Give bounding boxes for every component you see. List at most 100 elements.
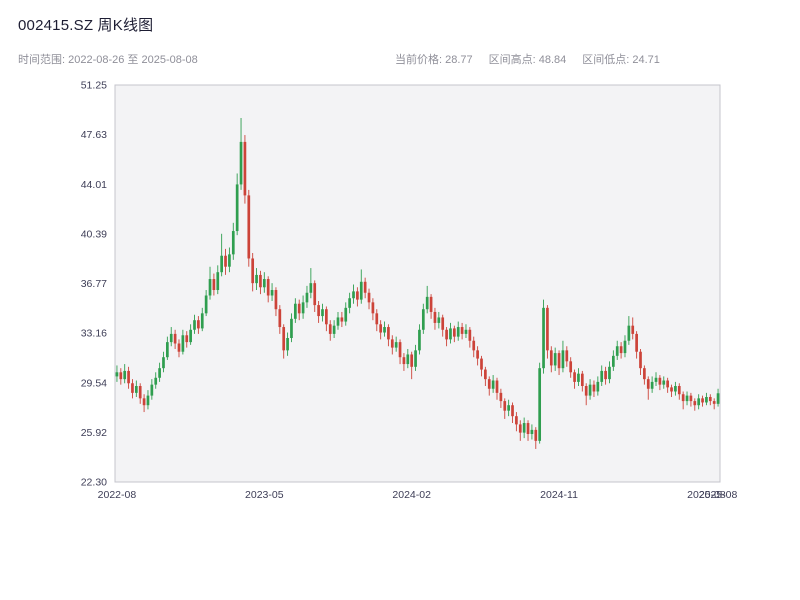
candle-body [328,324,332,334]
candle-body [204,295,208,314]
candle-body [573,372,576,382]
candle-body [635,333,638,352]
candle-body [421,309,425,330]
candle-body [243,141,247,196]
x-axis-tick-label: 2022-08 [98,489,137,501]
candle-body [398,342,402,358]
y-axis-tick-label: 33.16 [81,328,107,340]
candle-body [177,343,181,352]
candle-body [441,317,445,330]
candle-body [255,274,258,284]
candle-body [449,328,452,340]
candle-body [181,335,185,352]
candle-body [270,290,274,296]
candle-body [425,296,429,310]
candle-body [584,386,588,396]
candle-body [356,291,359,300]
candle-body [658,377,662,385]
candle-body [138,386,142,399]
candle-body [352,291,355,299]
candle-body [414,350,417,367]
candle-body [681,394,685,402]
range-high-label: 区间高点: 48.84 [488,54,567,66]
candle-body [344,307,348,322]
candle-body [309,283,313,293]
candle-body [580,373,584,387]
candle-body [445,329,448,340]
candle-body [631,325,635,334]
candle-body [499,392,503,402]
candle-body [336,317,340,326]
candle-body [266,279,270,296]
candle-body [674,386,677,392]
candle-body [262,279,266,288]
candle-body [484,369,487,380]
candle-body [185,335,189,343]
candle-body [379,324,383,333]
x-axis-tick-label: 2025-08 [687,489,726,501]
candle-body [677,386,681,395]
price-stats: 当前价格: 28.77 区间高点: 48.84 区间低点: 24.71 [395,51,660,67]
candle-body [348,298,351,308]
candle-body [115,372,119,377]
candle-body [553,353,557,366]
candle-body [247,195,251,259]
candle-body [228,254,231,267]
candle-body [565,350,569,362]
y-axis-tick-label: 51.25 [81,80,107,92]
candle-body [487,379,491,389]
candle-body [472,340,476,351]
candle-body [639,351,642,369]
candle-body [705,396,708,403]
plot-area [114,84,721,483]
candle-body [127,370,130,384]
candle-body [693,401,697,406]
candle-body [332,325,336,334]
candle-body [259,274,262,288]
candle-body [134,386,138,393]
candle-body [627,325,631,341]
candle-body [712,401,716,404]
candle-body [511,405,514,417]
candle-body [305,292,309,303]
x-axis-tick-label: 2023-05 [245,489,284,501]
candle-body [708,396,712,402]
candle-body [697,398,701,406]
candle-body [173,333,177,344]
candle-body [596,381,600,392]
candle-body [166,342,169,358]
candle-body [158,368,161,378]
candle-body [220,255,224,273]
candle-body [189,329,192,343]
y-axis-tick-label: 44.01 [81,179,107,191]
candle-body [286,338,289,351]
candle-body [495,380,499,393]
candle-body [549,350,553,366]
candle-body [274,290,278,310]
candle-body [476,350,479,359]
candle-body [131,383,134,393]
candle-body [600,370,604,382]
candle-body [619,346,623,354]
candle-body [608,366,611,380]
candle-body [402,357,406,365]
candle-body [701,398,704,403]
candle-body [468,329,472,341]
candle-body [390,339,394,348]
candle-body [119,372,123,380]
candle-body [340,317,344,322]
candle-body [437,317,441,323]
candle-body [359,281,363,300]
candle-body [588,384,592,396]
candle-body [418,329,421,351]
chart-title: 002415.SZ 周K线图 [18,17,154,34]
candle-body [507,405,510,411]
candle-body [197,320,200,329]
candle-body [662,380,666,385]
candle-body [433,311,437,323]
candle-body [518,424,522,433]
y-axis-tick-label: 22.30 [81,477,107,489]
candle-body [406,354,410,365]
